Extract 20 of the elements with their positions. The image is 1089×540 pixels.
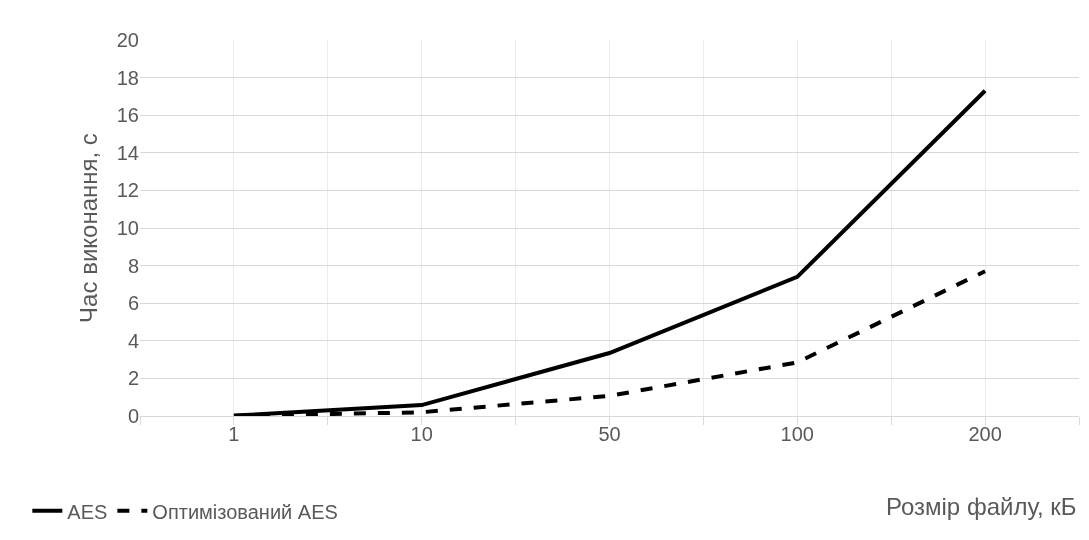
y-tick-label: 18: [116, 66, 139, 89]
x-tick-label: 1: [228, 423, 240, 445]
x-tick-label: 100: [780, 423, 814, 445]
y-tick-label: 4: [127, 329, 139, 352]
y-tick-label: 6: [127, 292, 139, 315]
x-axis-title: Розмір файлу, кБ: [886, 493, 1077, 520]
y-tick-label: 16: [116, 104, 139, 127]
legend-label: Оптимізований AES: [152, 500, 338, 523]
y-tick-label: 0: [127, 405, 139, 427]
legend-label: AES: [67, 500, 108, 523]
y-axis-title: Час виконання, с: [74, 133, 102, 323]
y-tick-label: 20: [116, 29, 139, 51]
y-tick-label: 12: [116, 179, 139, 202]
x-tick-label: 200: [968, 423, 1002, 445]
y-tick-label: 14: [116, 141, 139, 164]
x-tick-label: 50: [598, 423, 621, 445]
y-tick-label: 10: [116, 217, 139, 239]
x-tick-label: 10: [410, 423, 433, 445]
y-tick-label: 8: [127, 254, 139, 277]
y-tick-label: 2: [127, 367, 139, 390]
